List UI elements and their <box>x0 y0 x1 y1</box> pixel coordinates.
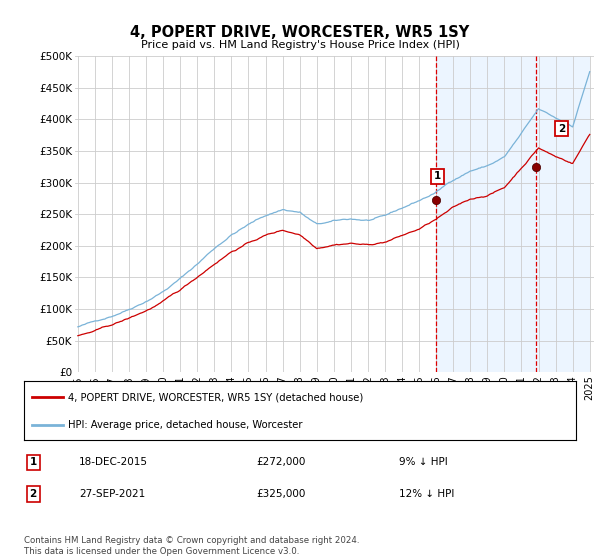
Text: 9% ↓ HPI: 9% ↓ HPI <box>400 458 448 468</box>
Text: 1: 1 <box>29 458 37 468</box>
Text: 12% ↓ HPI: 12% ↓ HPI <box>400 489 455 499</box>
Bar <box>436 56 590 372</box>
Text: 4, POPERT DRIVE, WORCESTER, WR5 1SY: 4, POPERT DRIVE, WORCESTER, WR5 1SY <box>130 25 470 40</box>
Text: £325,000: £325,000 <box>256 489 305 499</box>
Text: 18-DEC-2015: 18-DEC-2015 <box>79 458 148 468</box>
Text: 2: 2 <box>557 124 565 134</box>
Text: 4, POPERT DRIVE, WORCESTER, WR5 1SY (detached house): 4, POPERT DRIVE, WORCESTER, WR5 1SY (det… <box>68 392 364 402</box>
Text: 2: 2 <box>29 489 37 499</box>
Text: Price paid vs. HM Land Registry's House Price Index (HPI): Price paid vs. HM Land Registry's House … <box>140 40 460 50</box>
Text: £272,000: £272,000 <box>256 458 305 468</box>
Text: 27-SEP-2021: 27-SEP-2021 <box>79 489 145 499</box>
Text: 1: 1 <box>434 171 441 181</box>
Text: Contains HM Land Registry data © Crown copyright and database right 2024.
This d: Contains HM Land Registry data © Crown c… <box>24 536 359 556</box>
Text: HPI: Average price, detached house, Worcester: HPI: Average price, detached house, Worc… <box>68 420 302 430</box>
